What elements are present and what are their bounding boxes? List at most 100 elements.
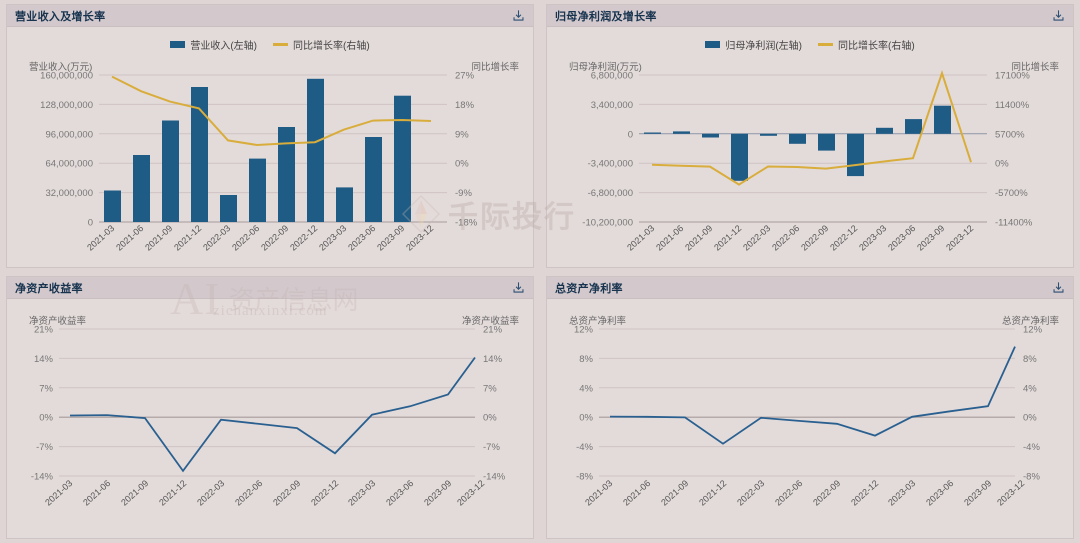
legend-swatch-bar-icon [170, 41, 186, 48]
legend-label-bar: 归母净利润(左轴) [725, 41, 802, 52]
right-tick-labels: 27% 18% 9% 0% -9% -18% [455, 71, 478, 229]
legend-item-line[interactable]: 同比增长率(右轴) [818, 37, 915, 52]
svg-text:2023-12: 2023-12 [944, 223, 975, 253]
svg-text:2023-09: 2023-09 [422, 478, 453, 508]
card-header-netprofit: 归母净利润及增长率 [547, 5, 1073, 27]
download-icon[interactable] [1052, 281, 1065, 294]
legend-netprofit: 归母净利润(左轴) 同比增长率(右轴) [547, 37, 1073, 52]
svg-text:2022-09: 2022-09 [259, 223, 290, 253]
svg-text:2022-03: 2022-03 [741, 223, 772, 253]
svg-text:27%: 27% [455, 71, 475, 82]
svg-text:2023-03: 2023-03 [317, 223, 348, 253]
gridlines [59, 328, 475, 477]
svg-text:8%: 8% [579, 354, 593, 365]
svg-text:7%: 7% [483, 383, 497, 394]
svg-text:2023-09: 2023-09 [915, 223, 946, 253]
svg-text:160,000,000: 160,000,000 [40, 71, 93, 82]
svg-text:2022-06: 2022-06 [233, 478, 264, 508]
download-icon[interactable] [512, 281, 525, 294]
legend-item-line[interactable]: 同比增长率(右轴) [273, 37, 370, 52]
svg-text:0%: 0% [995, 159, 1009, 170]
svg-text:128,000,000: 128,000,000 [40, 100, 93, 111]
bars [644, 105, 951, 181]
svg-text:14%: 14% [483, 354, 503, 365]
left-tick-labels: 21% 14% 7% 0% -7% -14% [31, 325, 54, 483]
card-roe: 净资产收益率 净资产收益率 净资产收益率 [6, 276, 534, 539]
svg-text:2021-12: 2021-12 [157, 478, 188, 508]
svg-text:12%: 12% [574, 325, 594, 336]
svg-text:-4%: -4% [1023, 442, 1040, 453]
svg-text:2021-09: 2021-09 [659, 478, 690, 508]
svg-text:2023-03: 2023-03 [346, 478, 377, 508]
card-header-roe: 净资产收益率 [7, 277, 533, 299]
svg-text:2023-03: 2023-03 [857, 223, 888, 253]
x-tick-labels: 2021-03 2021-06 2021-09 2021-12 2022-03 … [625, 223, 975, 253]
svg-text:2023-12: 2023-12 [455, 478, 486, 508]
download-icon[interactable] [1052, 9, 1065, 22]
svg-text:-7%: -7% [36, 442, 53, 453]
card-netprofit: 归母净利润及增长率 归母净利润(左轴) 同比增长率(右轴) 归母净利润(万元) … [546, 4, 1074, 268]
svg-text:8%: 8% [1023, 354, 1037, 365]
svg-text:2023-06: 2023-06 [384, 478, 415, 508]
svg-text:0%: 0% [483, 413, 497, 424]
svg-text:17100%: 17100% [995, 71, 1030, 82]
legend-item-bar[interactable]: 营业收入(左轴) [170, 37, 257, 52]
svg-text:2023-06: 2023-06 [886, 223, 917, 253]
legend-revenue: 营业收入(左轴) 同比增长率(右轴) [7, 37, 533, 52]
svg-text:9%: 9% [455, 129, 469, 140]
legend-swatch-line-icon [818, 43, 833, 46]
svg-text:2021-12: 2021-12 [712, 223, 743, 253]
left-axis-name: 总资产净利率 [569, 316, 627, 327]
card-revenue: 营业收入及增长率 营业收入(左轴) 同比增长率(右轴) 营业收入(万元) 同比增… [6, 4, 534, 268]
svg-text:11400%: 11400% [995, 100, 1030, 111]
panel-netprofit: 归母净利润及增长率 归母净利润(左轴) 同比增长率(右轴) 归母净利润(万元) … [540, 0, 1080, 272]
roe-line [69, 356, 476, 473]
svg-text:-6,800,000: -6,800,000 [588, 188, 633, 199]
card-header-roa: 总资产净利率 [547, 277, 1073, 299]
svg-text:5700%: 5700% [995, 129, 1025, 140]
left-tick-labels: 6,800,000 3,400,000 0 -3,400,000 -6,800,… [582, 71, 633, 229]
download-icon[interactable] [512, 9, 525, 22]
legend-swatch-line-icon [273, 43, 288, 46]
card-body-roe: 净资产收益率 净资产收益率 21% [7, 299, 533, 538]
svg-text:-7%: -7% [483, 442, 500, 453]
svg-text:2021-12: 2021-12 [172, 223, 203, 253]
svg-text:-5700%: -5700% [995, 188, 1028, 199]
svg-text:-14%: -14% [31, 472, 54, 483]
growth-line [111, 75, 432, 147]
svg-text:2022-03: 2022-03 [195, 478, 226, 508]
svg-text:2022-12: 2022-12 [828, 223, 859, 253]
svg-text:0%: 0% [579, 413, 593, 424]
svg-text:2021-06: 2021-06 [114, 223, 145, 253]
svg-text:2022-06: 2022-06 [230, 223, 261, 253]
legend-swatch-bar-icon [705, 41, 721, 48]
roa-line [609, 346, 1016, 445]
panel-roe: 净资产收益率 净资产收益率 净资产收益率 [0, 272, 540, 543]
chart-svg-roa: 12% 8% 4% 0% -4% -8% 12% 8% 4% 0% [574, 325, 1043, 508]
plot-netprofit: 归母净利润(万元) 同比增长率 [547, 57, 1073, 267]
svg-text:4%: 4% [579, 383, 593, 394]
chart-svg-revenue: 160,000,000 128,000,000 96,000,000 64,00… [40, 71, 478, 253]
gridlines [599, 328, 1015, 477]
svg-text:2021-09: 2021-09 [683, 223, 714, 253]
legend-item-bar[interactable]: 归母净利润(左轴) [705, 37, 802, 52]
svg-text:0%: 0% [455, 159, 469, 170]
svg-text:-11400%: -11400% [995, 218, 1033, 229]
svg-text:2021-06: 2021-06 [621, 478, 652, 508]
card-roa: 总资产净利率 总资产净利率 总资产净利率 [546, 276, 1074, 539]
left-axis-name: 净资产收益率 [29, 316, 87, 327]
x-tick-labels: 2021-03 2021-06 2021-09 2021-12 2022-03 … [43, 478, 486, 508]
svg-text:2021-06: 2021-06 [81, 478, 112, 508]
svg-text:18%: 18% [455, 100, 475, 111]
svg-text:2022-09: 2022-09 [811, 478, 842, 508]
svg-text:2022-06: 2022-06 [770, 223, 801, 253]
svg-text:2021-09: 2021-09 [143, 223, 174, 253]
svg-text:2023-09: 2023-09 [375, 223, 406, 253]
plot-roe: 净资产收益率 净资产收益率 21% [7, 311, 533, 538]
x-tick-labels: 2021-03 2021-06 2021-09 2021-12 2022-03 … [85, 223, 435, 253]
panel-revenue: 营业收入及增长率 营业收入(左轴) 同比增长率(右轴) 营业收入(万元) 同比增… [0, 0, 540, 272]
svg-text:2022-12: 2022-12 [849, 478, 880, 508]
svg-text:0: 0 [88, 218, 93, 229]
svg-text:12%: 12% [1023, 325, 1043, 336]
